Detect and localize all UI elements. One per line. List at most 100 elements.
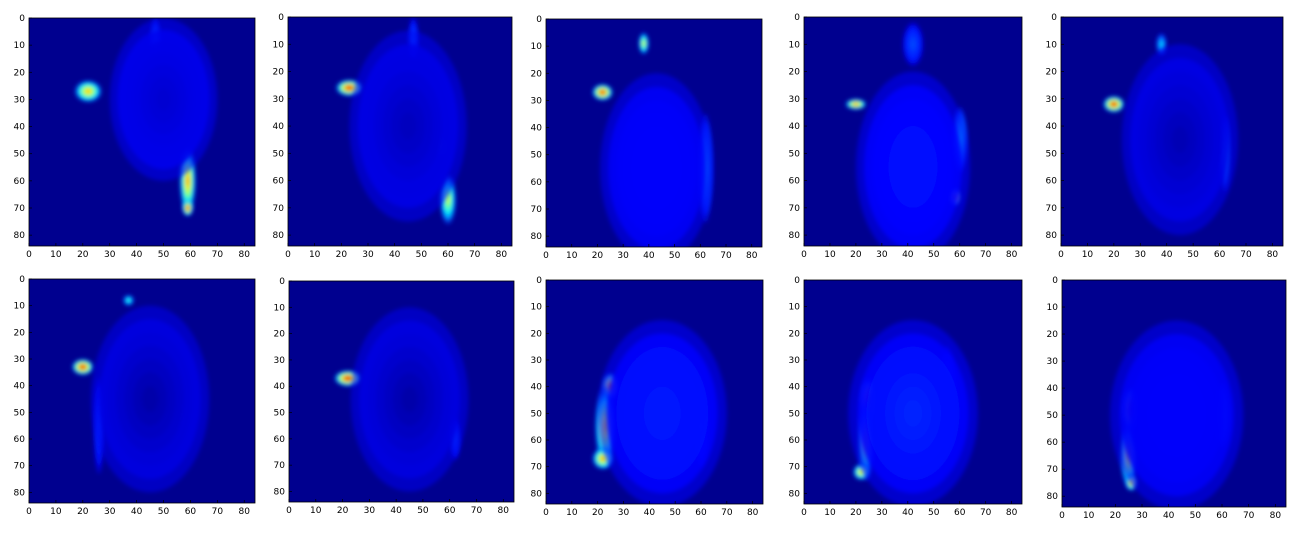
- heat-blob: [1103, 96, 1125, 113]
- y-tick-label: 80: [789, 489, 801, 499]
- y-tick-label: 0: [278, 13, 284, 23]
- axes-frame: [545, 18, 763, 248]
- y-tick-label: 30: [789, 95, 801, 105]
- y-tick-label: 0: [1052, 276, 1058, 286]
- x-tick-label: 0: [26, 507, 32, 517]
- y-tick-label: 40: [274, 382, 286, 392]
- y-tick-label: 60: [274, 435, 286, 445]
- x-tick-label: 40: [644, 508, 656, 518]
- x-tick-label: 0: [543, 251, 549, 261]
- heat-blob: [72, 359, 94, 375]
- x-tick-label: 10: [1083, 511, 1095, 521]
- x-tick-label: 30: [1136, 511, 1148, 521]
- x-tick-label: 30: [104, 250, 116, 260]
- x-tick-label: 20: [77, 250, 89, 260]
- y-tick-label: 20: [274, 330, 286, 340]
- x-tick-label: 10: [824, 508, 836, 518]
- y-tick-label: 10: [531, 42, 543, 52]
- x-tick-label: 0: [26, 250, 32, 260]
- x-tick-label: 70: [469, 250, 481, 260]
- y-tick-label: 20: [1046, 68, 1058, 78]
- x-tick-label: 30: [362, 250, 374, 260]
- x-tick-label: 70: [721, 508, 733, 518]
- x-tick-label: 0: [1058, 250, 1064, 260]
- y-tick-label: 50: [14, 408, 26, 418]
- x-tick-label: 40: [131, 250, 143, 260]
- y-tick-label: 50: [531, 409, 543, 419]
- x-tick-label: 10: [566, 251, 578, 261]
- x-tick-label: 50: [1187, 250, 1199, 260]
- heatmap-image: [546, 280, 763, 504]
- x-tick-label: 30: [1135, 250, 1147, 260]
- heat-blob: [638, 32, 649, 55]
- y-tick-label: 80: [14, 231, 26, 241]
- x-tick-label: 60: [954, 508, 966, 518]
- y-tick-label: 70: [1046, 204, 1058, 214]
- heatmap-image: [804, 17, 1022, 246]
- heatmap-image: [29, 18, 255, 246]
- x-tick-label: 10: [309, 250, 321, 260]
- heat-blob: [90, 305, 210, 493]
- y-tick-label: 20: [789, 329, 801, 339]
- heat-blob: [182, 199, 194, 217]
- y-tick-label: 30: [14, 95, 26, 105]
- y-tick-label: 50: [789, 149, 801, 159]
- x-tick-label: 60: [444, 506, 456, 516]
- x-tick-label: 0: [286, 506, 292, 516]
- x-tick-label: 10: [566, 508, 578, 518]
- x-tick-label: 40: [389, 250, 401, 260]
- y-tick-label: 50: [1047, 411, 1059, 421]
- y-tick-label: 70: [789, 463, 801, 473]
- y-tick-label: 60: [531, 178, 543, 188]
- x-tick-label: 20: [850, 250, 862, 260]
- y-tick-label: 0: [794, 276, 800, 286]
- y-tick-label: 20: [531, 69, 543, 79]
- y-tick-label: 70: [14, 462, 26, 472]
- x-tick-label: 30: [104, 507, 116, 517]
- y-tick-label: 60: [789, 177, 801, 187]
- y-tick-label: 20: [14, 68, 26, 78]
- y-tick-label: 40: [531, 383, 543, 393]
- x-tick-label: 40: [1161, 250, 1173, 260]
- y-tick-label: 70: [273, 204, 285, 214]
- x-tick-label: 70: [471, 506, 483, 516]
- y-tick-label: 30: [789, 356, 801, 366]
- y-tick-label: 30: [274, 356, 286, 366]
- x-tick-label: 40: [902, 508, 914, 518]
- x-tick-label: 0: [285, 250, 291, 260]
- y-tick-label: 30: [273, 95, 285, 105]
- x-tick-label: 40: [131, 507, 143, 517]
- x-tick-label: 70: [212, 250, 224, 260]
- y-tick-label: 0: [19, 14, 25, 24]
- x-tick-label: 70: [1240, 250, 1252, 260]
- y-tick-label: 70: [531, 205, 543, 215]
- x-tick-label: 60: [442, 250, 454, 260]
- y-tick-label: 20: [273, 68, 285, 78]
- x-tick-label: 50: [669, 508, 681, 518]
- heatmap-image: [1062, 280, 1286, 507]
- x-tick-label: 70: [212, 507, 224, 517]
- y-tick-label: 50: [273, 149, 285, 159]
- y-tick-label: 0: [1051, 13, 1057, 23]
- x-tick-label: 70: [980, 250, 992, 260]
- x-tick-label: 70: [980, 508, 992, 518]
- heat-blob: [123, 295, 134, 306]
- x-tick-label: 50: [158, 507, 170, 517]
- y-tick-label: 40: [1047, 384, 1059, 394]
- heat-blob: [350, 307, 469, 492]
- axes-frame: [803, 279, 1023, 505]
- x-tick-label: 20: [1108, 250, 1120, 260]
- y-tick-label: 10: [273, 40, 285, 50]
- y-tick-label: 70: [789, 204, 801, 214]
- y-tick-label: 70: [531, 463, 543, 473]
- x-tick-label: 60: [695, 251, 707, 261]
- x-tick-label: 20: [337, 506, 349, 516]
- y-tick-label: 20: [1047, 330, 1059, 340]
- y-tick-label: 20: [789, 68, 801, 78]
- y-tick-label: 40: [273, 122, 285, 132]
- x-tick-label: 40: [902, 250, 914, 260]
- y-tick-label: 50: [789, 409, 801, 419]
